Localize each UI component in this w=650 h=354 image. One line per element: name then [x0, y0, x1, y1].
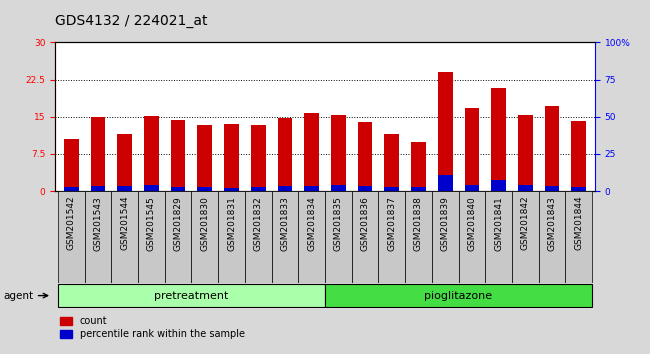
Text: GSM201831: GSM201831 [227, 196, 236, 251]
Bar [58, 285, 325, 307]
Bar [64, 187, 79, 191]
Bar [171, 187, 185, 191]
Bar [325, 191, 352, 283]
Bar [486, 191, 512, 283]
Bar [411, 187, 426, 191]
Text: GSM201842: GSM201842 [521, 196, 530, 250]
Bar [144, 116, 159, 191]
Bar [465, 185, 479, 191]
Bar [90, 186, 105, 191]
Bar [331, 115, 346, 191]
Bar [438, 72, 452, 191]
Bar [218, 191, 245, 283]
Text: GSM201543: GSM201543 [94, 196, 103, 251]
Text: GSM201829: GSM201829 [174, 196, 183, 251]
Text: pioglitazone: pioglitazone [424, 291, 493, 301]
Bar [171, 120, 185, 191]
Text: GSM201834: GSM201834 [307, 196, 316, 251]
Bar [539, 191, 566, 283]
Bar [245, 191, 272, 283]
Bar [325, 285, 592, 307]
Legend: count, percentile rank within the sample: count, percentile rank within the sample [60, 316, 244, 339]
Bar [198, 187, 212, 191]
Text: GSM201832: GSM201832 [254, 196, 263, 251]
Bar [411, 142, 426, 191]
Bar [251, 125, 266, 191]
Bar [164, 191, 192, 283]
Text: GSM201545: GSM201545 [147, 196, 156, 251]
Bar [298, 191, 325, 283]
Bar [64, 139, 79, 191]
Text: GSM201837: GSM201837 [387, 196, 396, 251]
Text: GSM201841: GSM201841 [494, 196, 503, 251]
Bar [144, 185, 159, 191]
Bar [224, 124, 239, 191]
Bar [192, 191, 218, 283]
Text: GSM201844: GSM201844 [574, 196, 583, 250]
Bar [278, 186, 292, 191]
Bar [566, 191, 592, 283]
Bar [384, 187, 399, 191]
Bar [358, 186, 372, 191]
Text: GSM201840: GSM201840 [467, 196, 476, 251]
Bar [118, 134, 132, 191]
Bar [90, 117, 105, 191]
Bar [405, 191, 432, 283]
Bar [251, 187, 266, 191]
Bar [304, 113, 319, 191]
Bar [111, 191, 138, 283]
Bar [571, 121, 586, 191]
Bar [384, 134, 399, 191]
Text: GSM201835: GSM201835 [334, 196, 343, 251]
Text: GSM201843: GSM201843 [547, 196, 556, 251]
Bar [518, 115, 532, 191]
Text: GSM201833: GSM201833 [280, 196, 289, 251]
Bar [545, 106, 560, 191]
Bar [198, 125, 212, 191]
Bar [458, 191, 486, 283]
Bar [224, 188, 239, 191]
Bar [58, 191, 84, 283]
Bar [352, 191, 378, 283]
Bar [278, 118, 292, 191]
Text: GSM201839: GSM201839 [441, 196, 450, 251]
Bar [138, 191, 164, 283]
Bar [358, 122, 372, 191]
Bar [545, 186, 560, 191]
Bar [432, 191, 458, 283]
Text: GSM201830: GSM201830 [200, 196, 209, 251]
Text: GSM201542: GSM201542 [67, 196, 76, 250]
Text: GDS4132 / 224021_at: GDS4132 / 224021_at [55, 14, 208, 28]
Bar [118, 186, 132, 191]
Text: GSM201544: GSM201544 [120, 196, 129, 250]
Bar [491, 88, 506, 191]
Bar [304, 186, 319, 191]
Bar [84, 191, 111, 283]
Text: GSM201836: GSM201836 [361, 196, 370, 251]
Bar [571, 187, 586, 191]
Bar [438, 175, 452, 191]
Text: agent: agent [3, 291, 33, 301]
Bar [331, 185, 346, 191]
Bar [378, 191, 405, 283]
Bar [512, 191, 539, 283]
Bar [518, 185, 532, 191]
Text: GSM201838: GSM201838 [414, 196, 423, 251]
Bar [465, 108, 479, 191]
Text: pretreatment: pretreatment [154, 291, 229, 301]
Bar [272, 191, 298, 283]
Bar [491, 180, 506, 191]
